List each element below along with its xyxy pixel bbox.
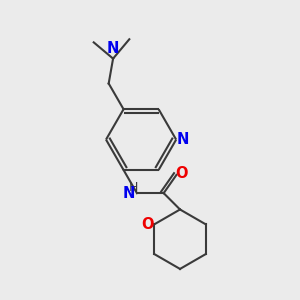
Text: H: H — [129, 181, 138, 194]
Text: O: O — [175, 166, 188, 181]
Text: N: N — [122, 186, 135, 201]
Text: N: N — [107, 41, 119, 56]
Text: N: N — [176, 132, 189, 147]
Text: O: O — [142, 217, 154, 232]
